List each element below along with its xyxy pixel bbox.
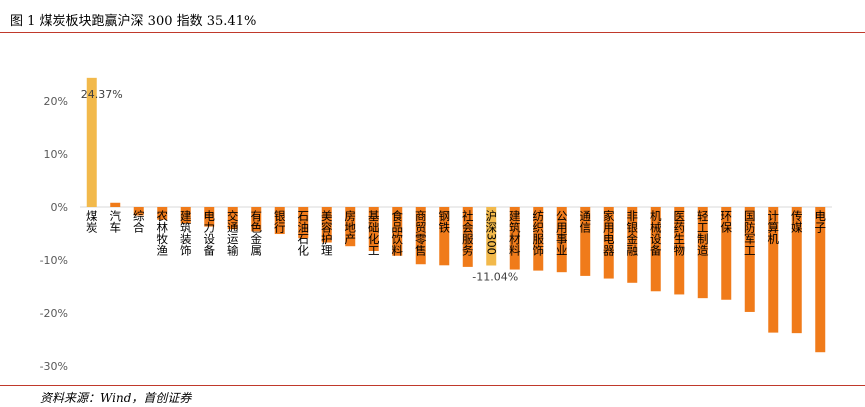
category-label: 石油石化 [296, 210, 310, 257]
category-label: 汽车 [108, 209, 122, 234]
category-label: 医药生物 [672, 210, 686, 256]
bar-石油石化 [298, 207, 309, 239]
title-rule [0, 32, 865, 33]
category-label: 传媒 [790, 209, 804, 234]
data-label: -11.04% [472, 271, 518, 284]
bar-建筑装饰 [180, 207, 191, 224]
bar-有色金属 [251, 207, 262, 232]
bar-社会服务 [462, 207, 473, 267]
bar-机械设备 [650, 207, 661, 292]
bar-建筑材料 [509, 207, 520, 270]
bar-轻工制造 [697, 207, 708, 299]
category-label: 计算机 [766, 210, 780, 245]
bar-电力设备 [204, 207, 215, 227]
bar-公用事业 [556, 207, 567, 273]
category-label: 建筑装饰 [179, 209, 193, 256]
category-label: 机械设备 [649, 209, 663, 257]
bar-电子 [815, 207, 826, 353]
category-label: 沪深300 [484, 209, 498, 255]
bar-商贸零售 [415, 207, 426, 265]
bar-农林牧渔 [157, 207, 168, 220]
category-label: 交通运输 [226, 209, 240, 257]
y-tick-label: 0% [51, 201, 68, 214]
bar-纺织服饰 [533, 207, 544, 271]
category-label: 美容护理 [320, 209, 334, 256]
category-label: 轻工制造 [696, 209, 710, 256]
category-label: 房地产 [343, 210, 357, 245]
bar-美容护理 [321, 207, 332, 243]
y-tick-label: 20% [44, 95, 68, 108]
bar-食品饮料 [392, 207, 403, 256]
bar-通信 [580, 207, 591, 276]
bar-医药生物 [674, 207, 685, 295]
bar-银行 [274, 207, 285, 235]
bar-国防军工 [744, 207, 755, 312]
figure-title: 图 1 煤炭板块跑赢沪深 300 指数 35.41% [10, 14, 257, 29]
category-label: 有色金属 [249, 209, 263, 257]
category-label: 农林牧渔 [155, 209, 169, 257]
bar-非银金融 [627, 207, 638, 283]
category-label: 电力设备 [202, 210, 216, 257]
category-label: 基础化工 [367, 210, 381, 256]
bar-环保 [721, 207, 732, 300]
category-label: 煤炭 [85, 210, 99, 234]
category-label: 钢铁 [437, 210, 451, 233]
category-label: 通信 [578, 210, 592, 234]
data-label: 24.37% [81, 88, 123, 101]
bar-chart: 20% 10% 0% -10% -20% -30% 煤炭 汽车 综合 农林牧渔 建筑装饰 电力设备交… [40, 77, 832, 373]
bar-计算机 [768, 207, 779, 333]
category-label: 国防军工 [743, 210, 757, 256]
category-label: 家用电器 [602, 209, 616, 257]
category-label: 社会服务 [461, 209, 475, 256]
bar-综合 [133, 207, 144, 216]
y-tick-label: -10% [40, 254, 68, 267]
y-tick-label: -20% [40, 307, 68, 320]
y-tick-label: 10% [44, 148, 68, 161]
bar-房地产 [345, 207, 356, 247]
category-label: 综合 [132, 209, 146, 233]
y-tick-label: -30% [40, 360, 68, 373]
category-label: 非银金融 [625, 210, 639, 257]
source-note: 资料来源：Wind，首创证券 [40, 391, 192, 405]
bar-交通运输 [227, 207, 238, 230]
source-rule [0, 385, 865, 386]
bar-钢铁 [439, 207, 450, 266]
bar-沪深300 [486, 207, 497, 266]
category-label: 食品饮料 [390, 209, 404, 257]
bar-煤炭 [86, 77, 97, 208]
category-label: 银行 [273, 209, 287, 234]
category-label: 电子 [813, 210, 827, 233]
category-label: 环保 [719, 210, 733, 234]
bar-传媒 [791, 207, 802, 334]
category-label: 建筑材料 [508, 209, 522, 257]
bar-汽车 [110, 202, 121, 207]
bar-家用电器 [603, 207, 614, 279]
category-label: 商贸零售 [414, 209, 428, 257]
bar-基础化工 [368, 207, 379, 251]
category-label: 纺织服饰 [531, 209, 545, 256]
category-label: 公用事业 [555, 210, 569, 256]
